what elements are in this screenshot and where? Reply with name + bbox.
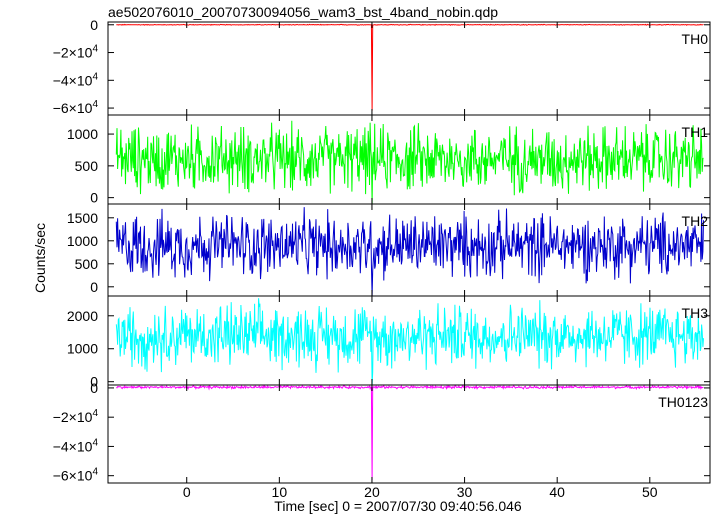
- y-tick-label: 1000: [67, 341, 98, 357]
- panel-label-th0: TH0: [682, 31, 709, 47]
- panel-label-th0123: TH0123: [658, 394, 708, 410]
- x-tick-labels: 0 10 20 30 40 50: [183, 484, 658, 500]
- panel-label-th3: TH3: [682, 305, 709, 321]
- x-tick-label: 40: [549, 484, 565, 500]
- panel-frame-th0123: [107, 384, 711, 484]
- y-tick-label: −2×104: [53, 44, 99, 61]
- series-th3: [115, 298, 704, 386]
- x-axis-label: Time [sec] 0 = 2007/07/30 09:40:56.046: [274, 498, 522, 514]
- y-tick-label: 500: [75, 256, 99, 272]
- panel-label-th1: TH1: [682, 124, 709, 140]
- y-tick-label: 0: [90, 190, 98, 206]
- series-th2: [115, 207, 704, 297]
- panel-label-th2: TH2: [682, 213, 709, 229]
- chart-title: ae502076010_20070730094056_wam3_bst_4ban…: [108, 4, 498, 20]
- y-tick-label: 2000: [67, 308, 98, 324]
- panel-frame-th0: [107, 21, 711, 116]
- panel-th2: 0 500 1000 1500 TH2: [67, 203, 711, 297]
- y-tick-label: −4×104: [53, 71, 99, 88]
- y-tick-label: 0: [90, 17, 98, 33]
- panel-th1: 0 500 1000 TH1: [67, 114, 711, 206]
- y-tick-label: 0: [90, 380, 98, 396]
- panel-th0123: 0 −2×104 −4×104 −6×104 TH0123: [53, 380, 711, 484]
- x-tick-label: 10: [272, 484, 288, 500]
- y-tick-label: 0: [90, 279, 98, 295]
- x-tick-label: 30: [457, 484, 473, 500]
- x-tick-label: 50: [642, 484, 658, 500]
- y-tick-label: 1000: [67, 233, 98, 249]
- y-tick-label: −6×104: [53, 99, 99, 116]
- x-tick-label: 20: [364, 484, 380, 500]
- panel-th0: 0 −2×104 −4×104 −6×104 TH0: [53, 17, 711, 116]
- panel-th3: 0 1000 2000 TH3: [67, 295, 711, 390]
- series-th0123: [116, 384, 704, 481]
- y-tick-label: 1500: [67, 210, 98, 226]
- y-tick-label: 1000: [67, 126, 98, 142]
- y-tick-label: −4×104: [53, 437, 99, 454]
- y-tick-label: −2×104: [53, 408, 99, 425]
- series-th1: [115, 120, 704, 205]
- y-tick-label: 500: [75, 158, 99, 174]
- y-tick-label: −6×104: [53, 467, 99, 484]
- y-axis-label: Counts/sec: [32, 223, 48, 293]
- x-tick-label: 0: [183, 484, 191, 500]
- y-tick-label: 0: [90, 374, 98, 390]
- series-th0: [116, 23, 704, 111]
